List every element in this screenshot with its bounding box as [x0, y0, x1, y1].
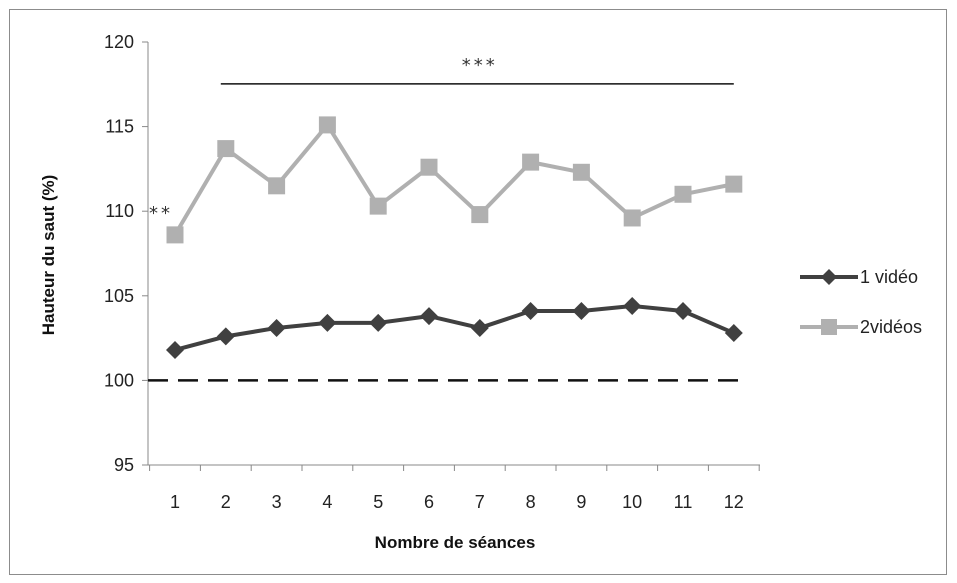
x-tick-label: 12 [724, 492, 744, 512]
data-point [572, 163, 590, 181]
significance-annotation: ** [149, 203, 173, 224]
y-tick-label: 95 [114, 455, 134, 475]
data-point [674, 185, 692, 203]
series-line-2 [173, 122, 735, 236]
data-point [724, 324, 743, 343]
series-line-1 [174, 303, 735, 352]
y-tick-label: 110 [105, 201, 134, 221]
y-tick-label: 115 [105, 117, 134, 137]
data-point [369, 197, 387, 215]
x-axis-title: Nombre de séances [375, 533, 536, 552]
y-axis-title: Hauteur du saut (%) [39, 175, 58, 336]
data-point [318, 313, 337, 332]
data-point [166, 340, 184, 359]
data-point [623, 296, 642, 315]
y-tick-label: 105 [104, 286, 134, 306]
data-point [623, 209, 641, 227]
data-point [674, 302, 692, 321]
x-tick-label: 4 [322, 492, 332, 512]
x-tick-label: 7 [475, 492, 485, 512]
legend: 1 vidéo 2vidéos [800, 267, 922, 337]
x-tick-label: 2 [221, 492, 231, 512]
legend-label: 2vidéos [860, 317, 922, 337]
x-tick-label: 11 [674, 492, 693, 512]
data-point [216, 327, 235, 346]
x-tick-label: 8 [526, 492, 536, 512]
data-point [522, 153, 540, 171]
data-point [267, 318, 286, 337]
x-tick-label: 1 [170, 492, 180, 512]
data-point [166, 226, 184, 244]
series-group [166, 116, 743, 359]
legend-marker [821, 319, 837, 335]
data-point [369, 313, 388, 332]
x-tick-label: 6 [424, 492, 434, 512]
data-point [420, 307, 438, 326]
data-point [470, 318, 489, 337]
annotations-group: ***** [149, 55, 734, 224]
x-tick-label: 10 [622, 492, 642, 512]
data-point [420, 158, 438, 176]
data-point [471, 206, 489, 224]
y-tick-label: 120 [104, 32, 134, 52]
data-point [521, 302, 540, 321]
data-point [318, 116, 336, 134]
y-tick-label: 100 [104, 370, 134, 390]
x-tick-label: 5 [373, 492, 383, 512]
x-tick-label: 3 [272, 492, 282, 512]
x-tick-label: 9 [576, 492, 586, 512]
data-point [572, 302, 591, 321]
significance-annotation: *** [462, 55, 498, 76]
legend-label: 1 vidéo [860, 267, 918, 287]
legend-marker [821, 269, 837, 285]
data-point [268, 177, 286, 195]
data-point [217, 140, 235, 158]
data-point [725, 175, 743, 193]
chart-frame [9, 9, 947, 575]
